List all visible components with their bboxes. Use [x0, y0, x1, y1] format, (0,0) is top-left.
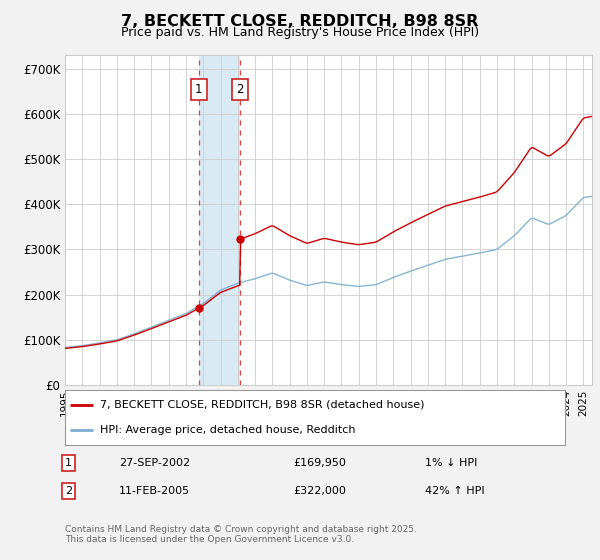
- Text: 42% ↑ HPI: 42% ↑ HPI: [425, 486, 485, 496]
- Text: 11-FEB-2005: 11-FEB-2005: [119, 486, 190, 496]
- Text: 2: 2: [236, 83, 244, 96]
- Text: 27-SEP-2002: 27-SEP-2002: [119, 458, 190, 468]
- Text: 7, BECKETT CLOSE, REDDITCH, B98 8SR: 7, BECKETT CLOSE, REDDITCH, B98 8SR: [121, 14, 479, 29]
- Text: £169,950: £169,950: [293, 458, 346, 468]
- Text: Price paid vs. HM Land Registry's House Price Index (HPI): Price paid vs. HM Land Registry's House …: [121, 26, 479, 39]
- Text: 1: 1: [195, 83, 202, 96]
- Bar: [199, 55, 239, 385]
- Text: HPI: Average price, detached house, Redditch: HPI: Average price, detached house, Redd…: [100, 425, 355, 435]
- Text: 1: 1: [65, 458, 72, 468]
- Text: 2: 2: [65, 486, 72, 496]
- Text: 7, BECKETT CLOSE, REDDITCH, B98 8SR (detached house): 7, BECKETT CLOSE, REDDITCH, B98 8SR (det…: [100, 400, 425, 410]
- Text: Contains HM Land Registry data © Crown copyright and database right 2025.
This d: Contains HM Land Registry data © Crown c…: [65, 525, 417, 544]
- Text: £322,000: £322,000: [293, 486, 346, 496]
- Text: 1% ↓ HPI: 1% ↓ HPI: [425, 458, 478, 468]
